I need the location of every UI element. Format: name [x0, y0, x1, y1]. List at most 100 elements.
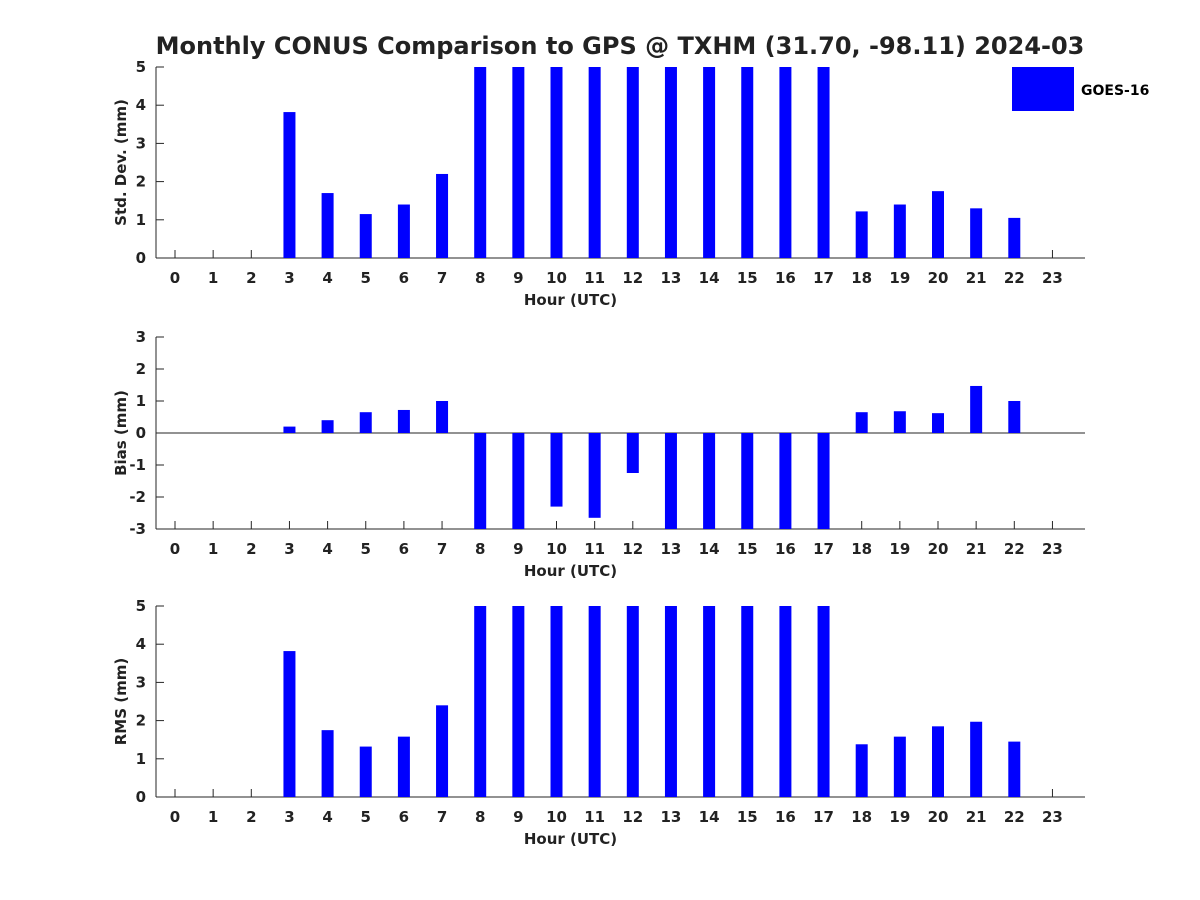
- bar-rms-hour-15: [741, 606, 754, 797]
- x-tick-label: 14: [699, 808, 720, 826]
- bar-stddev-hour-11: [588, 67, 601, 258]
- y-axis-label: RMS (mm): [112, 658, 130, 745]
- y-tick-label: 2: [136, 712, 146, 730]
- y-tick-label: -1: [129, 456, 146, 474]
- x-axis-label: Hour (UTC): [524, 830, 617, 848]
- x-tick-label: 4: [322, 269, 332, 287]
- bar-rms-hour-7: [436, 705, 449, 797]
- x-tick-label: 19: [889, 269, 910, 287]
- bar-rms-hour-5: [359, 746, 372, 797]
- bar-stddev-hour-21: [970, 208, 983, 258]
- x-tick-label: 5: [361, 269, 371, 287]
- x-tick-label: 21: [966, 269, 987, 287]
- x-tick-label: 14: [699, 269, 720, 287]
- bar-bias-hour-20: [932, 413, 944, 433]
- bar-rms-hour-17: [817, 606, 830, 797]
- bar-bias-hour-17: [817, 433, 830, 529]
- bar-bias-hour-19: [893, 411, 906, 433]
- x-tick-label: 6: [399, 808, 409, 826]
- y-tick-label: 1: [136, 392, 146, 410]
- bar-rms-hour-18: [855, 744, 868, 797]
- x-axis-label: Hour (UTC): [524, 562, 617, 580]
- bar-rms-hour-4: [321, 730, 334, 797]
- bar-rms-hour-13: [664, 606, 677, 797]
- y-tick-label: 5: [136, 597, 146, 615]
- bar-stddev-hour-7: [436, 173, 449, 258]
- x-tick-label: 5: [361, 808, 371, 826]
- x-tick-label: 18: [851, 808, 872, 826]
- bar-stddev-hour-16: [779, 67, 792, 258]
- bar-rms-hour-16: [779, 606, 792, 797]
- bar-rms-hour-19: [893, 736, 906, 797]
- y-axis-label: Bias (mm): [112, 390, 130, 476]
- y-tick-label: 4: [136, 635, 146, 653]
- bar-stddev-hour-9: [512, 67, 525, 258]
- x-tick-label: 22: [1004, 808, 1025, 826]
- y-tick-label: -3: [129, 520, 146, 538]
- x-tick-label: 23: [1042, 540, 1063, 558]
- x-tick-label: 0: [170, 540, 180, 558]
- x-tick-label: 3: [284, 540, 294, 558]
- y-tick-label: 0: [136, 249, 146, 267]
- x-tick-label: 2: [246, 269, 256, 287]
- x-tick-label: 16: [775, 540, 796, 558]
- x-tick-label: 7: [437, 269, 447, 287]
- legend-swatch: [1012, 67, 1074, 111]
- x-tick-label: 22: [1004, 269, 1025, 287]
- y-tick-label: -2: [129, 488, 146, 506]
- x-tick-label: 20: [928, 808, 949, 826]
- y-tick-label: 2: [136, 173, 146, 191]
- x-tick-label: 19: [889, 808, 910, 826]
- x-tick-label: 13: [661, 808, 682, 826]
- y-tick-label: 3: [136, 328, 146, 346]
- y-tick-label: 2: [136, 360, 146, 378]
- bar-rms-hour-11: [588, 606, 601, 797]
- bar-rms-hour-14: [703, 606, 716, 797]
- x-tick-label: 15: [737, 269, 758, 287]
- x-tick-label: 6: [399, 540, 409, 558]
- bar-bias-hour-16: [779, 433, 792, 529]
- y-tick-label: 4: [136, 96, 146, 114]
- bar-stddev-hour-22: [1008, 217, 1021, 258]
- bar-rms-hour-12: [626, 606, 639, 797]
- y-tick-label: 5: [136, 58, 146, 76]
- x-tick-label: 8: [475, 808, 485, 826]
- bar-bias-hour-3: [283, 426, 296, 433]
- bar-stddev-hour-3: [283, 112, 296, 259]
- x-tick-label: 13: [661, 269, 682, 287]
- x-tick-label: 17: [813, 269, 834, 287]
- x-tick-label: 1: [208, 808, 218, 826]
- bar-bias-hour-6: [397, 409, 410, 433]
- bar-stddev-hour-14: [703, 67, 716, 258]
- bar-stddev-hour-6: [397, 204, 410, 258]
- x-tick-label: 9: [513, 269, 523, 287]
- bar-bias-hour-18: [855, 412, 868, 433]
- bar-rms-hour-10: [550, 606, 563, 797]
- x-tick-label: 8: [475, 540, 485, 558]
- x-tick-label: 11: [584, 808, 605, 826]
- x-tick-label: 4: [322, 808, 332, 826]
- x-tick-label: 9: [513, 540, 523, 558]
- bar-bias-hour-13: [664, 433, 677, 529]
- x-tick-label: 21: [966, 808, 987, 826]
- bar-bias-hour-15: [741, 433, 754, 529]
- bar-bias-hour-11: [588, 433, 601, 518]
- x-tick-label: 6: [399, 269, 409, 287]
- bar-stddev-hour-20: [932, 191, 944, 258]
- x-tick-label: 11: [584, 540, 605, 558]
- y-tick-label: 1: [136, 750, 146, 768]
- x-tick-label: 23: [1042, 269, 1063, 287]
- chart-title: Monthly CONUS Comparison to GPS @ TXHM (…: [156, 32, 1085, 60]
- x-tick-label: 5: [361, 540, 371, 558]
- bar-stddev-hour-5: [359, 214, 372, 258]
- legend: GOES-16: [1012, 67, 1149, 111]
- bar-stddev-hour-18: [855, 211, 868, 258]
- bar-bias-hour-14: [703, 433, 716, 529]
- x-tick-label: 12: [622, 808, 643, 826]
- bar-stddev-hour-8: [474, 67, 487, 258]
- x-tick-label: 14: [699, 540, 720, 558]
- bar-stddev-hour-4: [321, 193, 334, 258]
